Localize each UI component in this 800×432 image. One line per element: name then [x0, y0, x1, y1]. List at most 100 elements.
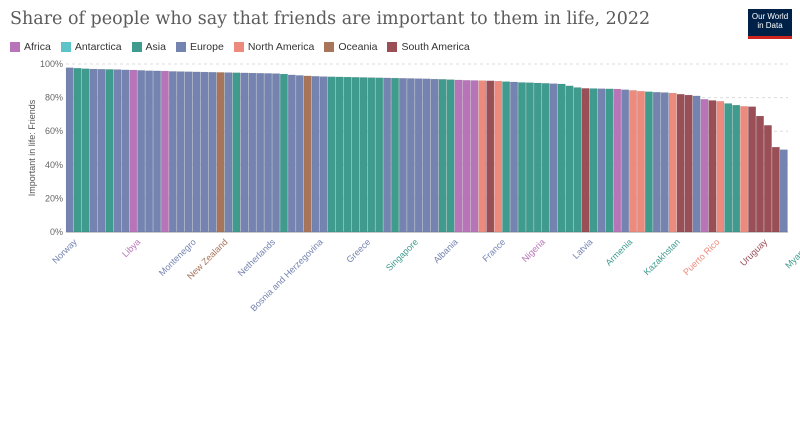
bar[interactable]	[343, 76, 352, 233]
bar[interactable]	[510, 81, 518, 233]
bar[interactable]	[367, 77, 376, 233]
bar[interactable]	[557, 83, 566, 233]
bar[interactable]	[399, 78, 407, 233]
bar[interactable]	[613, 88, 622, 233]
bar[interactable]	[383, 77, 391, 233]
bar[interactable]	[145, 70, 153, 233]
bar[interactable]	[732, 104, 741, 233]
bar[interactable]	[454, 79, 463, 233]
bar[interactable]	[629, 90, 637, 233]
bar[interactable]	[200, 71, 209, 233]
bar[interactable]	[549, 83, 558, 233]
bar[interactable]	[303, 75, 312, 233]
bar[interactable]	[287, 74, 296, 233]
bar[interactable]	[621, 89, 630, 233]
bar[interactable]	[280, 73, 288, 233]
bar[interactable]	[740, 106, 749, 233]
owid-logo[interactable]: Our World in Data	[748, 9, 792, 39]
bar[interactable]	[359, 77, 368, 233]
bar[interactable]	[208, 72, 217, 233]
bar[interactable]	[335, 76, 344, 233]
bar[interactable]	[438, 79, 447, 233]
legend-item-antarctica[interactable]: Antarctica	[60, 41, 122, 53]
legend-item-oceania[interactable]: Oceania	[324, 41, 377, 53]
bar[interactable]	[637, 91, 645, 233]
bar[interactable]	[605, 88, 614, 233]
bar[interactable]	[272, 73, 280, 233]
bar[interactable]	[256, 73, 265, 233]
bar[interactable]	[684, 94, 693, 233]
bar[interactable]	[581, 88, 590, 233]
legend-item-europe[interactable]: Europe	[175, 41, 224, 53]
legend-item-africa[interactable]: Africa	[10, 41, 51, 53]
bar[interactable]	[248, 72, 257, 233]
bar[interactable]	[644, 91, 653, 233]
bar[interactable]	[430, 78, 439, 233]
bar[interactable]	[518, 82, 526, 233]
bar[interactable]	[232, 72, 241, 233]
bar[interactable]	[708, 100, 717, 233]
bar[interactable]	[700, 99, 709, 233]
bar[interactable]	[351, 77, 360, 233]
bar[interactable]	[105, 69, 114, 233]
bar[interactable]	[676, 94, 685, 233]
bar[interactable]	[161, 70, 169, 233]
bar[interactable]	[129, 69, 138, 233]
bar[interactable]	[264, 73, 272, 233]
bar[interactable]	[589, 88, 598, 233]
bar[interactable]	[121, 69, 130, 233]
bar[interactable]	[184, 71, 193, 233]
bar[interactable]	[446, 79, 455, 233]
bar[interactable]	[748, 106, 756, 233]
bar[interactable]	[565, 85, 574, 233]
bar[interactable]	[224, 72, 233, 233]
legend-item-asia[interactable]: Asia	[131, 41, 166, 53]
bar[interactable]	[502, 81, 511, 233]
bar[interactable]	[240, 72, 249, 233]
bar[interactable]	[573, 87, 582, 233]
bar[interactable]	[763, 125, 772, 233]
bar[interactable]	[470, 80, 479, 233]
legend-item-north-america[interactable]: North America	[233, 41, 314, 53]
bar[interactable]	[153, 70, 161, 233]
bar[interactable]	[414, 78, 423, 233]
bar[interactable]	[137, 70, 146, 233]
bar[interactable]	[406, 78, 415, 233]
bar[interactable]	[113, 69, 122, 233]
bar[interactable]	[779, 149, 788, 233]
bar[interactable]	[375, 77, 384, 233]
bar[interactable]	[327, 76, 336, 233]
bar[interactable]	[494, 80, 503, 233]
bar[interactable]	[652, 92, 661, 233]
bar[interactable]	[692, 95, 701, 233]
bar[interactable]	[192, 71, 201, 233]
bar[interactable]	[724, 103, 733, 233]
bar[interactable]	[525, 82, 534, 233]
bar[interactable]	[660, 92, 669, 233]
bar[interactable]	[771, 146, 780, 233]
bar[interactable]	[97, 69, 106, 233]
bar[interactable]	[541, 83, 550, 233]
bar[interactable]	[319, 76, 328, 233]
bar[interactable]	[81, 68, 90, 233]
bar[interactable]	[168, 71, 177, 233]
bar[interactable]	[668, 92, 677, 233]
bar[interactable]	[486, 80, 495, 233]
bar[interactable]	[73, 67, 82, 233]
bar[interactable]	[597, 88, 606, 233]
bar[interactable]	[216, 72, 225, 233]
bar[interactable]	[533, 82, 542, 233]
bar[interactable]	[462, 80, 471, 233]
bar[interactable]	[65, 67, 74, 233]
bar[interactable]	[311, 76, 320, 233]
bar[interactable]	[756, 115, 764, 233]
bar[interactable]	[422, 78, 431, 233]
bar[interactable]	[391, 77, 399, 233]
bar[interactable]	[478, 80, 487, 233]
bar[interactable]	[89, 68, 98, 233]
x-tick-label: Libya	[120, 237, 142, 259]
bar[interactable]	[716, 101, 725, 233]
legend-item-south-america[interactable]: South America	[387, 41, 470, 53]
bar[interactable]	[295, 75, 304, 233]
bar[interactable]	[176, 71, 185, 233]
